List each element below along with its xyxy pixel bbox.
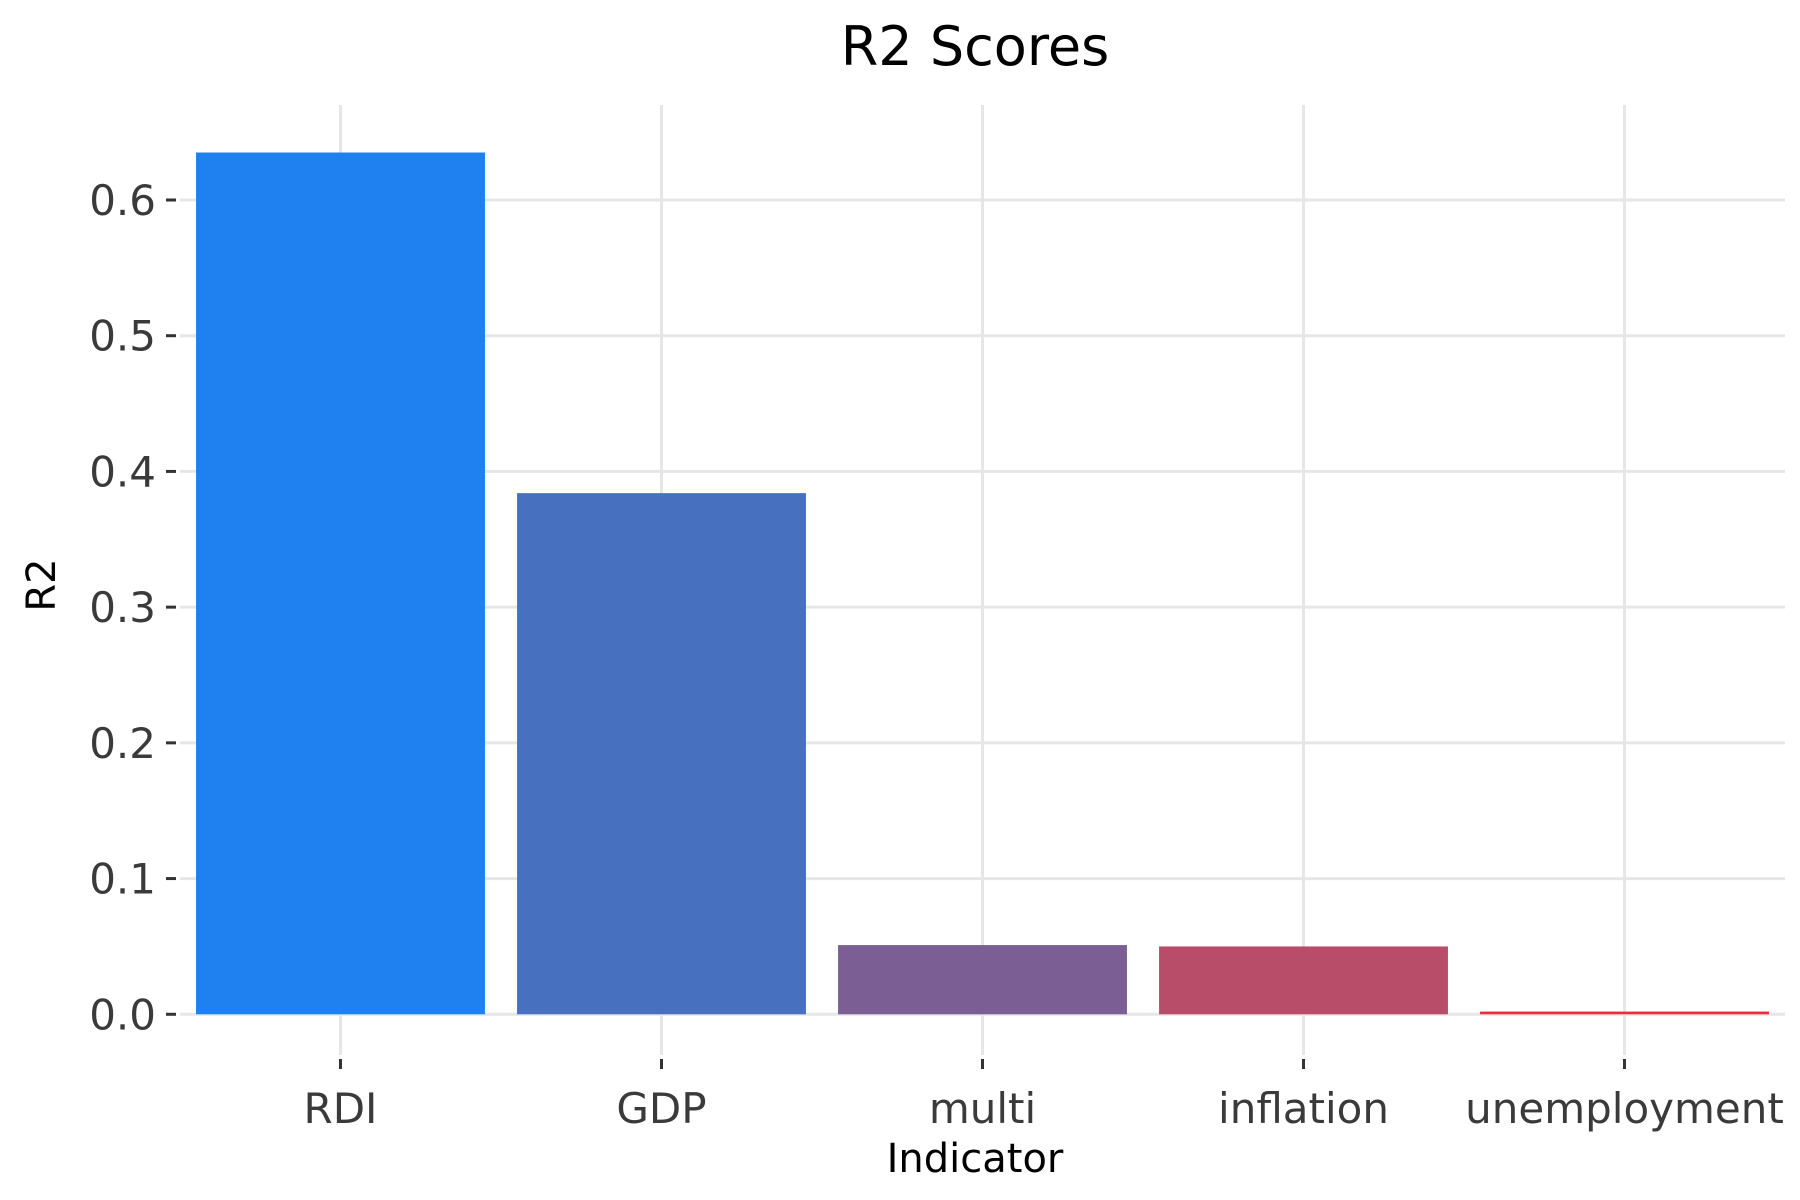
bar-GDP[interactable]	[517, 493, 806, 1015]
bar-unemployment[interactable]	[1480, 1011, 1769, 1015]
x-tick-label-inflation: inflation	[1218, 1084, 1389, 1133]
y-tick-label: 0.0	[89, 990, 156, 1039]
bar-RDI[interactable]	[196, 152, 485, 1015]
bars-layer	[196, 152, 1769, 1015]
x-tick-label-unemployment: unemployment	[1465, 1084, 1784, 1133]
bar-inflation[interactable]	[1159, 946, 1448, 1015]
y-tick-label: 0.4	[89, 447, 156, 496]
x-axis-title: Indicator	[887, 1136, 1064, 1182]
chart-title: R2 Scores	[841, 15, 1109, 78]
y-axis: 0.0 0.1 0.2 0.3 0.4 0.5 0.6	[89, 176, 176, 1039]
y-axis-title: R2	[19, 558, 65, 611]
y-tick-label: 0.6	[89, 176, 156, 225]
x-tick-label-GDP: GDP	[616, 1084, 706, 1133]
y-tick-label: 0.2	[89, 719, 156, 768]
x-tick-label-multi: multi	[929, 1084, 1036, 1133]
x-tick-label-RDI: RDI	[304, 1084, 378, 1133]
y-tick-label: 0.5	[89, 312, 156, 361]
x-axis: RDI GDP multi inflation unemployment	[304, 1059, 1784, 1133]
y-tick-label: 0.3	[89, 583, 156, 632]
y-tick-label: 0.1	[89, 855, 156, 904]
bar-multi[interactable]	[838, 945, 1127, 1015]
